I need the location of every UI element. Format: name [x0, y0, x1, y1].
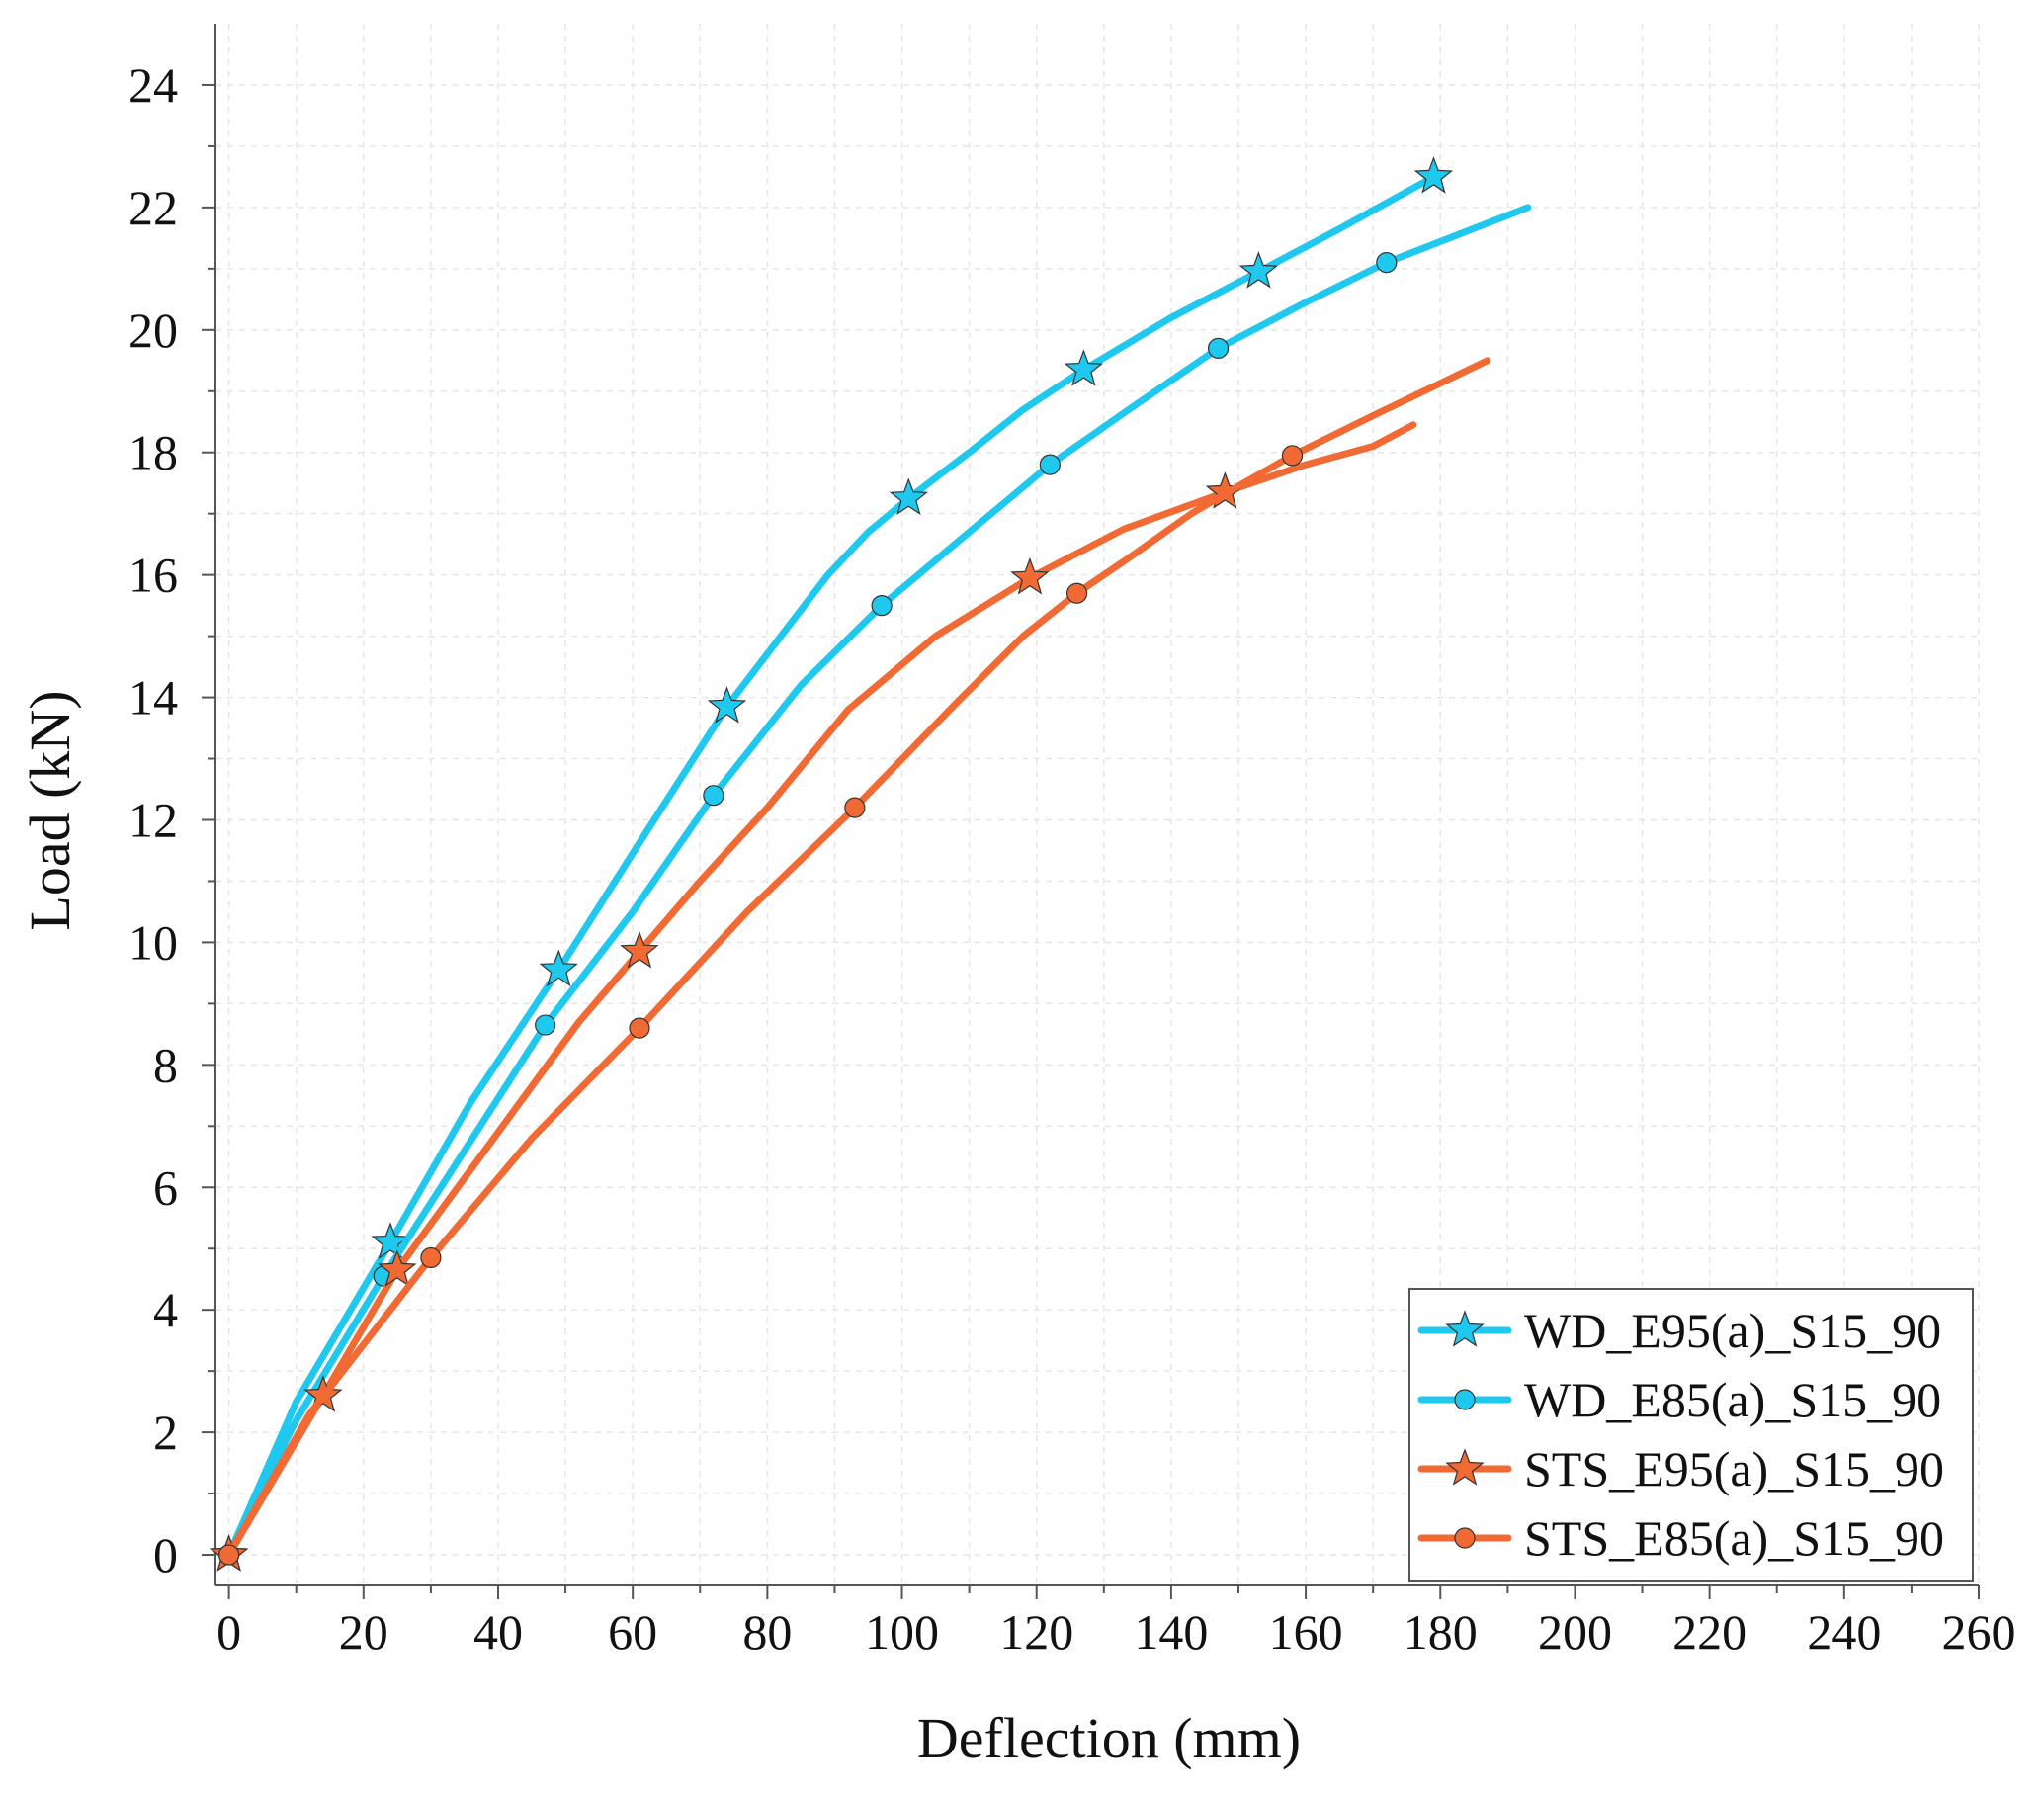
series-line	[225, 357, 1491, 1559]
y-axis-title: Load (kN)	[18, 690, 82, 930]
x-tick-label: 260	[1942, 1604, 2016, 1660]
x-tick-label: 200	[1538, 1604, 1612, 1660]
data-point	[703, 785, 724, 807]
legend-item: STS_E95(a)_S15_90	[1417, 1441, 1944, 1496]
x-tick-label: 220	[1672, 1604, 1746, 1660]
data-point	[707, 686, 747, 724]
legend-label: STS_E95(a)_S15_90	[1524, 1441, 1944, 1496]
legend-marker	[1454, 1527, 1476, 1549]
data-point	[889, 477, 929, 515]
data-point	[1064, 349, 1104, 386]
legend-item: WD_E95(a)_S15_90	[1417, 1303, 1941, 1358]
data-point	[218, 1544, 240, 1566]
legend-marker	[1445, 1310, 1485, 1347]
series-line	[225, 421, 1417, 1559]
data-point	[1010, 556, 1050, 595]
legend-marker	[1454, 1389, 1476, 1410]
legend: WD_E95(a)_S15_90 WD_E85(a)_S15_90 STS_E95(…	[1408, 1288, 1974, 1582]
y-tick-label: 22	[128, 180, 178, 235]
data-point	[620, 930, 659, 969]
legend-label: WD_E85(a)_S15_90	[1524, 1372, 1941, 1427]
series-1	[209, 156, 1454, 1572]
x-axis-title: Deflection (mm)	[917, 1706, 1301, 1770]
legend-item: STS_E85(a)_S15_90	[1417, 1510, 1944, 1566]
y-tick-label: 6	[153, 1159, 178, 1215]
legend-item: WD_E85(a)_S15_90	[1417, 1372, 1941, 1427]
x-tick-label: 180	[1404, 1604, 1478, 1660]
y-tick-label: 16	[128, 548, 178, 603]
y-tick-label: 0	[153, 1527, 178, 1582]
x-tick-label: 160	[1269, 1604, 1343, 1660]
x-tick-label: 100	[865, 1604, 939, 1660]
data-point	[1039, 454, 1061, 475]
data-point	[1207, 337, 1230, 359]
legend-marker	[1445, 1448, 1485, 1486]
data-point	[629, 1017, 650, 1039]
legend-label: STS_E85(a)_S15_90	[1524, 1510, 1944, 1566]
y-tick-label: 12	[128, 792, 178, 847]
x-tick-label: 60	[608, 1604, 657, 1660]
x-tick-label: 20	[339, 1604, 388, 1660]
data-point	[1413, 156, 1454, 194]
data-point	[420, 1246, 442, 1269]
data-point	[539, 949, 578, 987]
series-layer	[209, 156, 1532, 1572]
data-point	[535, 1014, 556, 1036]
data-point	[844, 797, 866, 818]
y-tick-label: 8	[153, 1037, 178, 1092]
data-point	[871, 595, 893, 617]
axes-layer: 0 20 40 60 80 100 120 140 160 180 200 220 240 2600246…	[128, 24, 2016, 1660]
grid-layer	[215, 24, 1980, 1585]
x-tick-label: 80	[742, 1604, 792, 1660]
series-2	[218, 204, 1532, 1566]
series-line	[225, 173, 1437, 1559]
data-point	[1238, 251, 1279, 289]
y-tick-label: 2	[153, 1405, 178, 1460]
x-tick-label: 240	[1807, 1604, 1881, 1660]
x-tick-label: 120	[999, 1604, 1073, 1660]
x-tick-label: 40	[473, 1604, 523, 1660]
y-tick-label: 18	[128, 425, 178, 480]
x-tick-label: 0	[216, 1604, 241, 1660]
y-tick-label: 20	[128, 302, 178, 358]
y-tick-label: 4	[153, 1282, 178, 1337]
data-point	[1065, 582, 1088, 604]
data-point	[1376, 252, 1398, 274]
series-4	[218, 357, 1491, 1566]
y-tick-label: 10	[128, 914, 178, 970]
data-point	[1281, 445, 1304, 467]
legend-box	[1408, 1288, 1974, 1582]
x-tick-label: 140	[1134, 1604, 1208, 1660]
data-point	[378, 1249, 417, 1287]
y-tick-label: 14	[128, 670, 178, 726]
series-line	[225, 204, 1532, 1559]
y-tick-label: 24	[128, 57, 178, 113]
legend-label: WD_E95(a)_S15_90	[1524, 1303, 1941, 1358]
data-point	[371, 1222, 410, 1259]
